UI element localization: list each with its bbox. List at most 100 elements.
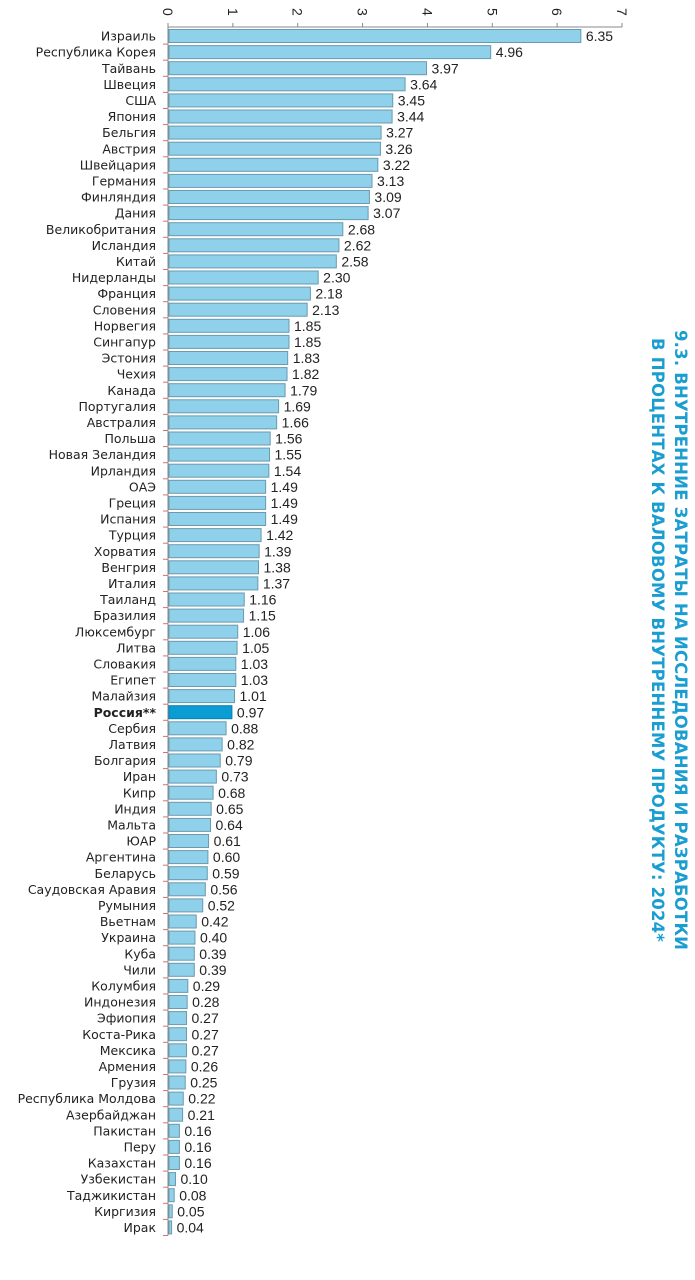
category-label: Малайзия bbox=[91, 689, 156, 704]
data-label: 1.42 bbox=[266, 527, 293, 543]
bar bbox=[168, 1011, 188, 1026]
data-label: 0.82 bbox=[227, 736, 254, 752]
data-label: 1.85 bbox=[294, 318, 321, 334]
category-label: Швейцария bbox=[80, 157, 156, 172]
x-tick-label: 2 bbox=[290, 8, 306, 16]
data-label: 1.16 bbox=[249, 592, 276, 608]
data-label: 0.42 bbox=[201, 914, 228, 930]
data-label: 1.55 bbox=[275, 447, 302, 463]
data-label: 1.05 bbox=[242, 640, 269, 656]
data-label: 0.97 bbox=[237, 704, 264, 720]
bar bbox=[168, 737, 223, 752]
category-label: Россия** bbox=[94, 705, 157, 720]
bar bbox=[168, 978, 189, 993]
category-label: Тайвань bbox=[101, 61, 156, 76]
bar bbox=[168, 254, 337, 269]
category-label: Израиль bbox=[101, 29, 156, 44]
bar bbox=[168, 656, 237, 671]
x-tick-label: 5 bbox=[484, 8, 500, 16]
bar bbox=[168, 882, 206, 897]
bar bbox=[168, 190, 370, 204]
bar bbox=[168, 125, 382, 140]
bar bbox=[168, 77, 406, 92]
bar bbox=[168, 399, 280, 414]
bar bbox=[168, 1123, 180, 1138]
category-label: Люксембург bbox=[75, 624, 156, 639]
category-label: Бельгия bbox=[102, 125, 156, 140]
category-label: Армения bbox=[99, 1059, 156, 1074]
data-label: 1.49 bbox=[271, 495, 298, 511]
category-label: Таиланд bbox=[99, 592, 156, 607]
data-label: 0.64 bbox=[216, 817, 243, 833]
data-label: 0.68 bbox=[218, 785, 245, 801]
data-label: 0.16 bbox=[184, 1123, 211, 1139]
category-label: Коста-Рика bbox=[82, 1027, 156, 1042]
category-label: Дания bbox=[115, 206, 156, 221]
x-tick-label: 7 bbox=[614, 8, 630, 16]
data-label: 1.56 bbox=[275, 431, 302, 447]
data-label: 0.29 bbox=[193, 978, 220, 994]
x-tick-label: 6 bbox=[549, 8, 565, 16]
bar bbox=[168, 93, 394, 108]
bar bbox=[168, 673, 237, 687]
bar bbox=[168, 206, 369, 221]
bar bbox=[168, 1204, 173, 1219]
bar bbox=[168, 447, 271, 462]
bar bbox=[168, 817, 212, 832]
category-label: Швеция bbox=[103, 77, 156, 92]
data-label: 1.69 bbox=[284, 398, 311, 414]
bar bbox=[168, 801, 212, 816]
data-label: 6.35 bbox=[586, 28, 613, 44]
chart-title-line-1: 9.3. ВНУТРЕННИЕ ЗАТРАТЫ НА ИССЛЕДОВАНИЯ … bbox=[671, 330, 690, 951]
data-label: 0.16 bbox=[184, 1139, 211, 1155]
bar bbox=[168, 576, 259, 591]
category-label: Сербия bbox=[108, 721, 156, 736]
data-label: 3.09 bbox=[374, 189, 401, 205]
category-label: Финляндия bbox=[81, 190, 156, 205]
bar bbox=[168, 544, 260, 559]
bar bbox=[168, 624, 239, 639]
bar bbox=[168, 1091, 184, 1106]
category-label: Чили bbox=[123, 962, 156, 977]
category-label: Великобритания bbox=[46, 222, 156, 237]
bar bbox=[168, 914, 197, 929]
category-label: Пакистан bbox=[93, 1123, 156, 1138]
data-label: 3.64 bbox=[410, 76, 437, 92]
data-label: 0.65 bbox=[216, 801, 243, 817]
data-label: 0.04 bbox=[177, 1219, 204, 1235]
data-label: 3.97 bbox=[431, 60, 458, 76]
data-label: 0.56 bbox=[210, 881, 237, 897]
bar bbox=[168, 512, 267, 526]
data-label: 3.22 bbox=[383, 157, 410, 173]
data-label: 1.15 bbox=[249, 608, 276, 624]
bar bbox=[168, 415, 278, 430]
bar bbox=[168, 318, 290, 333]
data-label: 1.03 bbox=[241, 672, 268, 688]
bar bbox=[168, 286, 311, 301]
bar bbox=[168, 785, 214, 800]
data-label: 1.54 bbox=[274, 463, 301, 479]
bar bbox=[168, 1156, 180, 1170]
category-label: Казахстан bbox=[88, 1156, 156, 1171]
bar bbox=[168, 463, 270, 478]
category-label: Канада bbox=[107, 383, 156, 398]
data-label: 1.66 bbox=[282, 414, 309, 430]
category-label: Норвегия bbox=[94, 318, 156, 333]
data-label: 4.96 bbox=[496, 44, 523, 60]
data-label: 0.10 bbox=[180, 1171, 207, 1187]
bar bbox=[168, 367, 288, 382]
category-label: Болгария bbox=[94, 753, 156, 768]
category-label: Мексика bbox=[100, 1043, 156, 1058]
category-label: Нидерланды bbox=[72, 270, 156, 285]
bar bbox=[168, 1059, 187, 1074]
x-tick-label: 3 bbox=[355, 8, 371, 16]
category-label: Кипр bbox=[123, 785, 156, 800]
data-label: 2.13 bbox=[312, 302, 339, 318]
category-label: Австрия bbox=[102, 141, 156, 156]
data-label: 1.85 bbox=[294, 334, 321, 350]
data-label: 0.88 bbox=[231, 720, 258, 736]
category-label: Чехия bbox=[117, 367, 156, 382]
data-label: 0.05 bbox=[177, 1203, 204, 1219]
category-label: Перу bbox=[124, 1139, 157, 1154]
